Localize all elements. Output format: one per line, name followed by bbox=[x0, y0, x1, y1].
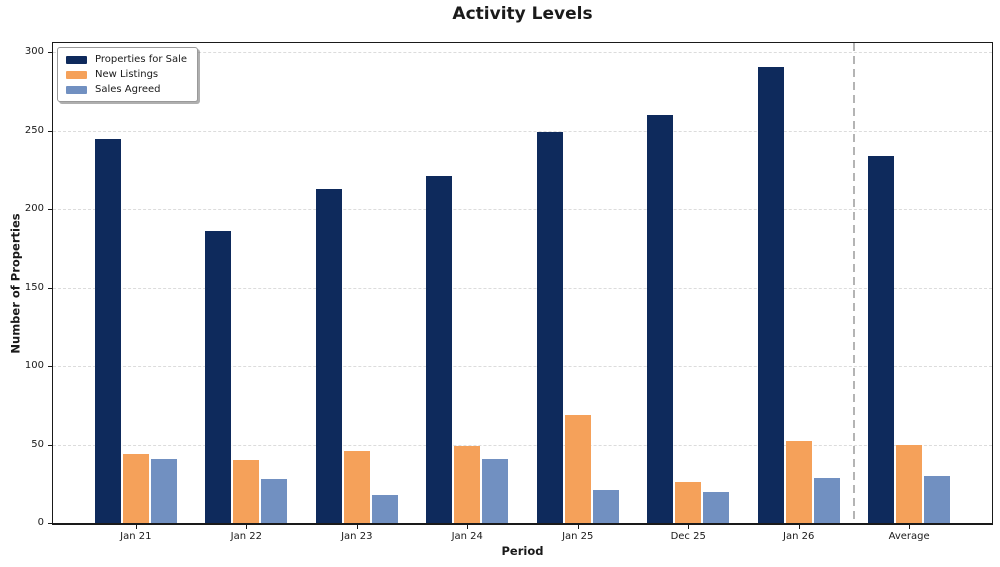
x-tick-label-jan-23: Jan 23 bbox=[341, 531, 373, 542]
bar-sales-agreed-dec-25 bbox=[703, 491, 730, 523]
legend-swatch-sales-agreed bbox=[66, 85, 87, 94]
gridline-y-100 bbox=[53, 366, 992, 368]
y-tick-label-300: 300 bbox=[24, 46, 44, 58]
y-tick-mark bbox=[48, 52, 52, 54]
bar-new-listings-average bbox=[896, 444, 923, 523]
legend-swatch-properties-for-sale bbox=[66, 55, 87, 64]
bar-sales-agreed-jan-22 bbox=[261, 479, 288, 523]
x-tick-label-average: Average bbox=[888, 531, 930, 542]
gridline-y-300 bbox=[53, 52, 992, 54]
x-tick-mark bbox=[467, 525, 469, 529]
bar-properties-for-sale-jan-26 bbox=[757, 66, 784, 523]
y-tick-mark bbox=[48, 130, 52, 132]
bar-sales-agreed-jan-21 bbox=[150, 458, 177, 523]
x-tick-label-jan-26: Jan 26 bbox=[783, 531, 815, 542]
bar-new-listings-jan-26 bbox=[785, 441, 812, 523]
x-tick-label-jan-22: Jan 22 bbox=[230, 531, 262, 542]
bar-sales-agreed-average bbox=[924, 475, 951, 523]
bar-properties-for-sale-jan-23 bbox=[315, 188, 342, 523]
legend: Properties for Sale New Listings Sales Agr… bbox=[57, 47, 199, 102]
bar-properties-for-sale-jan-24 bbox=[426, 176, 453, 523]
gridline-y-200 bbox=[53, 209, 992, 211]
bar-properties-for-sale-jan-22 bbox=[205, 231, 232, 523]
bar-new-listings-jan-23 bbox=[343, 450, 370, 523]
y-tick-label-250: 250 bbox=[24, 124, 44, 136]
gridline-y-150 bbox=[53, 287, 992, 289]
gridline-y-50 bbox=[53, 444, 992, 446]
legend-item-new-listings: New Listings bbox=[66, 69, 187, 80]
bar-properties-for-sale-jan-21 bbox=[94, 138, 121, 523]
legend-item-properties-for-sale: Properties for Sale bbox=[66, 54, 187, 65]
y-tick-mark bbox=[48, 287, 52, 289]
x-tick-mark bbox=[577, 525, 579, 529]
bar-sales-agreed-jan-26 bbox=[813, 477, 840, 523]
legend-label: Properties for Sale bbox=[95, 54, 188, 65]
bar-properties-for-sale-jan-25 bbox=[536, 132, 563, 523]
x-tick-label-jan-24: Jan 24 bbox=[451, 531, 483, 542]
bar-sales-agreed-jan-25 bbox=[592, 490, 619, 523]
legend-label: Sales Agreed bbox=[95, 84, 161, 95]
x-tick-mark bbox=[798, 525, 800, 529]
legend-item-sales-agreed: Sales Agreed bbox=[66, 84, 187, 95]
bar-new-listings-jan-24 bbox=[454, 446, 481, 523]
bar-properties-for-sale-dec-25 bbox=[647, 115, 674, 523]
bar-new-listings-dec-25 bbox=[675, 482, 702, 523]
legend-swatch-new-listings bbox=[66, 70, 87, 79]
x-tick-mark bbox=[246, 525, 248, 529]
average-separator-line bbox=[852, 43, 855, 523]
x-tick-mark bbox=[356, 525, 358, 529]
bar-properties-for-sale-average bbox=[868, 155, 895, 523]
y-tick-mark bbox=[48, 366, 52, 368]
y-tick-label-50: 50 bbox=[31, 438, 44, 450]
plot-area bbox=[52, 42, 993, 525]
x-axis-label: Period bbox=[501, 544, 544, 558]
x-tick-label-jan-21: Jan 21 bbox=[120, 531, 152, 542]
gridline-y-250 bbox=[53, 130, 992, 132]
bar-sales-agreed-jan-23 bbox=[371, 494, 398, 523]
x-tick-label-jan-25: Jan 25 bbox=[562, 531, 594, 542]
bar-new-listings-jan-21 bbox=[122, 453, 149, 523]
bar-sales-agreed-jan-24 bbox=[482, 458, 509, 523]
chart-title: Activity Levels bbox=[452, 4, 593, 24]
x-tick-mark bbox=[688, 525, 690, 529]
bar-new-listings-jan-22 bbox=[233, 460, 260, 523]
y-tick-mark bbox=[48, 209, 52, 211]
bar-new-listings-jan-25 bbox=[564, 414, 591, 523]
y-tick-label-150: 150 bbox=[24, 281, 44, 293]
y-tick-mark bbox=[48, 444, 52, 446]
y-tick-label-200: 200 bbox=[24, 203, 44, 215]
y-tick-mark bbox=[48, 523, 52, 524]
y-tick-label-100: 100 bbox=[24, 360, 44, 372]
x-tick-mark bbox=[909, 525, 911, 529]
x-tick-mark bbox=[135, 525, 137, 529]
y-tick-label-0: 0 bbox=[37, 517, 44, 528]
x-tick-label-dec-25: Dec 25 bbox=[670, 531, 706, 542]
legend-label: New Listings bbox=[95, 69, 159, 80]
